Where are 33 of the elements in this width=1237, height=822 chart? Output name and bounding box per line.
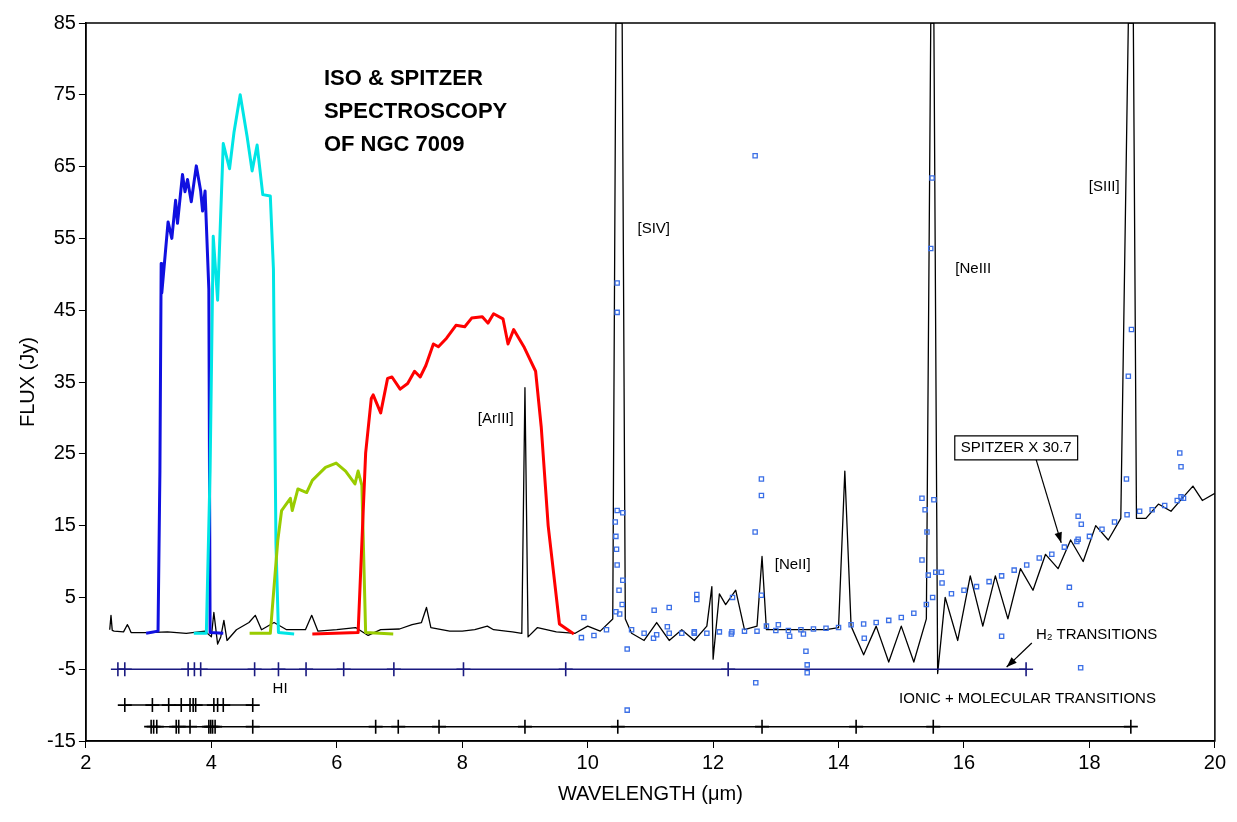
annotation: [SIV] <box>637 219 671 237</box>
y-tick-label: 25 <box>53 441 76 464</box>
y-tick-label: 55 <box>53 225 76 248</box>
text: ISO & SPITZER SPECTROSCOPY OF NGC 7009 <box>323 65 508 156</box>
x-tick-label: 10 <box>576 750 599 773</box>
annotation: [SIII] <box>1088 176 1120 194</box>
annotation: H₂ TRANSITIONS <box>1035 625 1158 643</box>
y-tick-label: 45 <box>53 297 76 320</box>
y-tick-label: 35 <box>53 369 76 392</box>
annotation: [NeIII <box>955 258 992 276</box>
y-tick-label: -15 <box>47 728 76 751</box>
annotation: IONIC + MOLECULAR TRANSITIONS <box>899 689 1156 707</box>
y-tick-label: 75 <box>53 82 76 105</box>
x-tick-label: 12 <box>701 750 725 773</box>
annotation: [NeII] <box>774 555 811 573</box>
y-axis-title: FLUX (Jy) <box>15 337 38 427</box>
y-tick-label: 65 <box>53 154 76 177</box>
x-axis-title: WAVELENGTH (μm) <box>557 781 743 804</box>
y-tick-label: 15 <box>53 513 76 536</box>
x-tick-label: 8 <box>456 750 468 773</box>
y-tick-label: -5 <box>58 656 76 679</box>
x-tick-label: 4 <box>205 750 217 773</box>
x-tick-label: 16 <box>952 750 976 773</box>
x-tick-label: 2 <box>80 750 92 773</box>
x-tick-label: 6 <box>331 750 343 773</box>
y-tick-label: 5 <box>64 584 76 607</box>
annotation: SPITZER X 30.7 <box>960 437 1072 455</box>
annotation: HI <box>272 679 288 697</box>
y-tick-label: 85 <box>53 10 76 33</box>
x-tick-label: 14 <box>827 750 850 773</box>
x-tick-label: 18 <box>1078 750 1101 773</box>
x-tick-label: 20 <box>1203 750 1226 773</box>
annotation: [ArIII] <box>477 409 514 427</box>
